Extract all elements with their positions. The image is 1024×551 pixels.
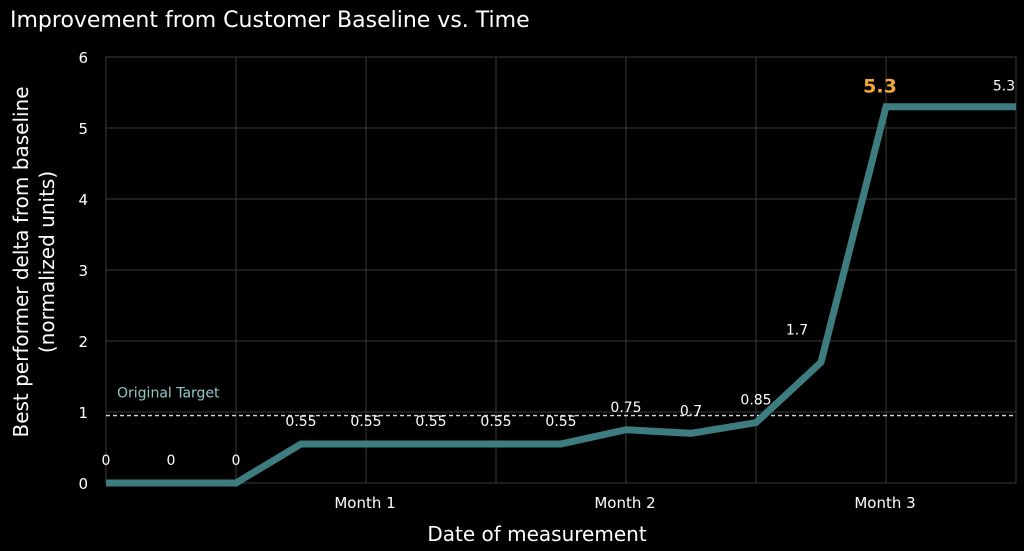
data-label: 0.75: [610, 400, 641, 416]
data-label: 0: [102, 453, 111, 469]
data-label: 0: [167, 453, 176, 469]
data-label: 0.85: [740, 393, 771, 409]
data-label: 1.7: [786, 322, 808, 338]
reference-line-label: Original Target: [117, 386, 220, 402]
data-label: 0.55: [350, 414, 381, 430]
highlight-label: 5.3: [863, 76, 897, 98]
gridlines: [105, 56, 1017, 484]
x-tick-label: Month 2: [594, 494, 655, 512]
data-label: 0.55: [480, 414, 511, 430]
x-tick-label: Month 1: [334, 494, 395, 512]
chart-title: Improvement from Customer Baseline vs. T…: [10, 8, 530, 33]
y-tick-label: 1: [78, 404, 88, 422]
y-tick-label: 3: [78, 262, 88, 280]
series-group: [106, 103, 1016, 487]
y-axis-title-line: Best performer delta from baseline: [9, 86, 33, 437]
data-label: 5.3: [993, 79, 1015, 95]
data-label: 0.55: [545, 414, 576, 430]
data-label: 0: [232, 453, 241, 469]
x-tick-label: Month 3: [854, 494, 915, 512]
y-tick-label: 4: [78, 191, 88, 209]
data-label: 0.7: [680, 403, 702, 419]
data-label: 0.55: [285, 414, 316, 430]
tick-labels: 0 1 2 3 4 5 6 Month 1 Month 2 Month 3: [78, 49, 915, 512]
y-tick-label: 5: [78, 120, 88, 138]
y-tick-label: 0: [78, 475, 88, 493]
x-axis-title: Date of measurement: [427, 522, 646, 546]
y-tick-label: 6: [78, 49, 88, 67]
reference-line-group: Original Target: [106, 386, 1016, 417]
data-label: 0.55: [415, 414, 446, 430]
y-axis-title-line: (normalized units): [35, 171, 59, 353]
data-labels: 0 0 0 0.55 0.55 0.55 0.55 0.55 0.75 0.7 0.85 1.7 5.3…: [102, 76, 1016, 469]
y-tick-label: 2: [78, 333, 88, 351]
y-axis-title: Best performer delta from baseline (norma…: [9, 86, 59, 437]
series-line: [106, 103, 1016, 487]
